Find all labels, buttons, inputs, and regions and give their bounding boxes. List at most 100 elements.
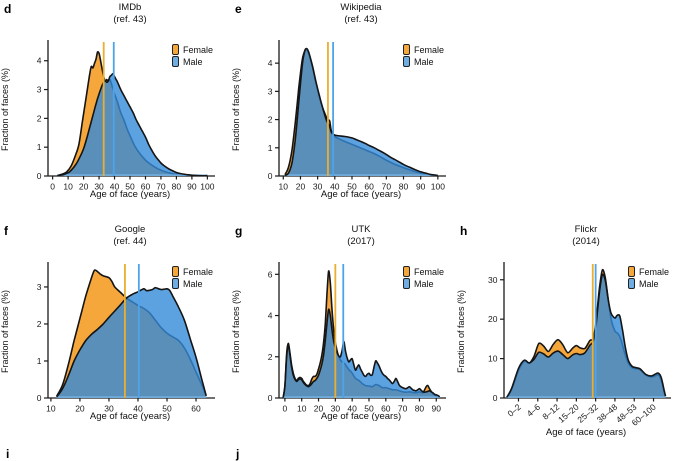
panel-title: Google (ref. 44) bbox=[48, 224, 212, 248]
panel-title-line2: (2014) bbox=[572, 236, 600, 247]
legend-label-female: Female bbox=[638, 266, 669, 277]
panel-letter: d bbox=[4, 2, 12, 16]
svg-text:100: 100 bbox=[200, 182, 214, 192]
svg-text:3: 3 bbox=[37, 282, 42, 292]
svg-text:0: 0 bbox=[37, 393, 42, 403]
svg-text:38–48: 38–48 bbox=[595, 402, 620, 425]
y-axis-label: Fraction of faces (%) bbox=[0, 67, 10, 151]
density-panel-google: 0 1 2 3 10 20 30 40 50 60 f Google (ref. 44) Fema… bbox=[0, 222, 228, 456]
svg-text:60: 60 bbox=[364, 182, 374, 192]
legend-item-female: Female bbox=[402, 266, 444, 277]
female-swatch-icon bbox=[171, 44, 179, 55]
density-panel-wikipedia: 0 1 2 3 4 10 20 30 40 50 60 70 80 90 100 e Wikipedia (… bbox=[231, 0, 459, 212]
female-swatch-icon bbox=[402, 266, 410, 277]
y-axis-label: Fraction of faces (%) bbox=[231, 67, 241, 151]
svg-text:40: 40 bbox=[330, 182, 340, 192]
density-panel-flickr: 0 10 20 30 0–2 4–6 8–12 15–20 25–32 38–48 48–53 60–… bbox=[456, 222, 684, 456]
svg-text:60: 60 bbox=[141, 182, 151, 192]
svg-text:60: 60 bbox=[381, 404, 391, 414]
svg-text:20: 20 bbox=[314, 404, 324, 414]
y-axis-label: Fraction of faces (%) bbox=[0, 289, 10, 373]
svg-text:10: 10 bbox=[46, 404, 56, 414]
panel-title: Flickr (2014) bbox=[504, 224, 668, 248]
female-swatch-icon bbox=[627, 266, 635, 277]
svg-text:4: 4 bbox=[37, 56, 42, 66]
svg-text:2: 2 bbox=[37, 113, 42, 123]
x-axis-label: Age of face (years) bbox=[320, 411, 402, 422]
legend: Female Male bbox=[171, 266, 213, 289]
svg-text:50: 50 bbox=[162, 404, 172, 414]
svg-text:25–32: 25–32 bbox=[575, 402, 600, 425]
legend-item-male: Male bbox=[171, 56, 213, 67]
panel-letter-cutoff-i: i bbox=[6, 447, 10, 461]
svg-text:30: 30 bbox=[488, 275, 498, 285]
svg-text:80: 80 bbox=[415, 404, 425, 414]
legend-item-male: Male bbox=[402, 278, 444, 289]
svg-text:0: 0 bbox=[268, 171, 273, 181]
svg-text:4: 4 bbox=[268, 311, 273, 321]
legend-label-male: Male bbox=[182, 56, 203, 67]
legend-item-male: Male bbox=[171, 278, 213, 289]
svg-text:4: 4 bbox=[268, 58, 273, 68]
panel-title-line1: Flickr bbox=[574, 224, 598, 235]
legend-label-female: Female bbox=[182, 266, 213, 277]
panel-title-line1: IMDb bbox=[118, 2, 142, 13]
panel-title-line1: Google bbox=[114, 224, 146, 235]
panel-title-line2: (ref. 43) bbox=[113, 14, 147, 25]
svg-text:15–20: 15–20 bbox=[556, 402, 581, 425]
legend: Female Male bbox=[627, 266, 669, 289]
svg-text:6: 6 bbox=[268, 269, 273, 279]
panel-letter: h bbox=[460, 224, 468, 238]
svg-text:10: 10 bbox=[297, 404, 307, 414]
svg-text:10: 10 bbox=[63, 182, 73, 192]
legend-label-male: Male bbox=[182, 278, 203, 289]
svg-text:50: 50 bbox=[347, 182, 357, 192]
svg-text:4–6: 4–6 bbox=[525, 402, 543, 419]
svg-text:80: 80 bbox=[399, 182, 409, 192]
svg-text:0: 0 bbox=[268, 393, 273, 403]
svg-text:50: 50 bbox=[125, 182, 135, 192]
svg-text:2: 2 bbox=[268, 115, 273, 125]
panel-title: Wikipedia (ref. 43) bbox=[279, 2, 443, 26]
legend-item-male: Male bbox=[402, 56, 444, 67]
svg-text:80: 80 bbox=[172, 182, 182, 192]
panel-letter: f bbox=[4, 224, 8, 238]
legend-item-female: Female bbox=[402, 44, 444, 55]
svg-text:90: 90 bbox=[187, 182, 197, 192]
svg-text:90: 90 bbox=[432, 404, 442, 414]
svg-text:3: 3 bbox=[268, 86, 273, 96]
density-panel-imdb: 0 1 2 3 4 0 10 20 30 40 50 60 70 80 90 100 d IMDb (ref.… bbox=[0, 0, 228, 212]
svg-text:40: 40 bbox=[133, 404, 143, 414]
legend-label-male: Male bbox=[638, 278, 659, 289]
svg-text:10: 10 bbox=[488, 354, 498, 364]
female-swatch-icon bbox=[402, 44, 410, 55]
panel-letter: g bbox=[235, 224, 243, 238]
svg-text:1: 1 bbox=[268, 143, 273, 153]
svg-text:30: 30 bbox=[313, 182, 323, 192]
y-axis-label: Fraction of faces (%) bbox=[231, 289, 241, 373]
panel-title-line1: UTK bbox=[351, 224, 371, 235]
svg-text:20: 20 bbox=[79, 182, 89, 192]
svg-text:30: 30 bbox=[104, 404, 114, 414]
panel-title-line2: (ref. 44) bbox=[113, 236, 147, 247]
male-swatch-icon bbox=[171, 56, 179, 67]
legend-item-male: Male bbox=[627, 278, 669, 289]
svg-text:40: 40 bbox=[110, 182, 120, 192]
svg-text:0: 0 bbox=[37, 171, 42, 181]
svg-text:0: 0 bbox=[50, 182, 55, 192]
male-swatch-icon bbox=[402, 56, 410, 67]
svg-text:2: 2 bbox=[37, 319, 42, 329]
female-swatch-icon bbox=[171, 266, 179, 277]
panel-title: UTK (2017) bbox=[279, 224, 443, 248]
svg-text:60: 60 bbox=[191, 404, 201, 414]
legend-label-male: Male bbox=[413, 56, 434, 67]
legend-label-female: Female bbox=[182, 44, 213, 55]
legend: Female Male bbox=[402, 266, 444, 289]
svg-text:30: 30 bbox=[331, 404, 341, 414]
x-axis-label: Age of face (years) bbox=[89, 189, 171, 200]
svg-text:3: 3 bbox=[37, 85, 42, 95]
svg-text:0–2: 0–2 bbox=[505, 402, 523, 419]
svg-text:40: 40 bbox=[347, 404, 357, 414]
